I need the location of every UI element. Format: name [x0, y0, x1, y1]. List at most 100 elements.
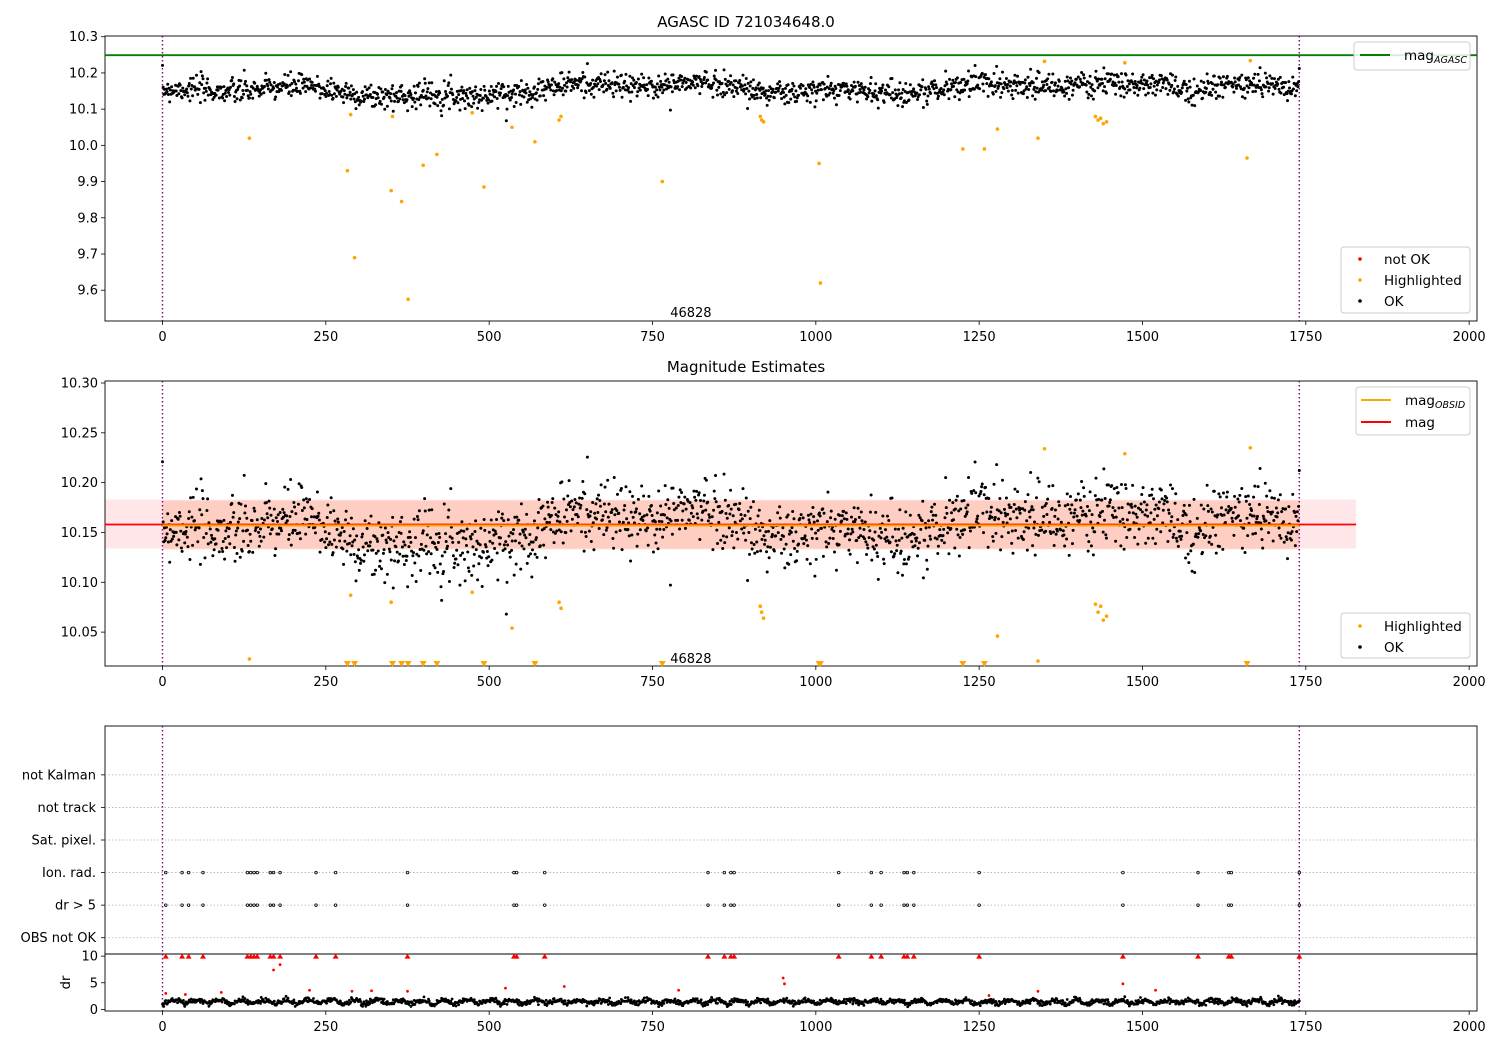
ok-point	[1238, 76, 1241, 79]
y-tick-label: 10.3	[69, 30, 98, 45]
ok-point	[772, 88, 775, 91]
ok-point	[1286, 557, 1289, 560]
ok-point	[1023, 530, 1026, 533]
ok-point	[680, 75, 683, 78]
ok-point	[670, 520, 673, 523]
ok-point	[749, 85, 752, 88]
y-tick-label: 10.30	[61, 376, 98, 391]
ok-point	[189, 77, 192, 80]
ok-point	[316, 75, 319, 78]
ok-point	[1066, 503, 1069, 506]
ok-point	[910, 540, 913, 543]
ok-point	[722, 534, 725, 537]
ok-point	[1159, 89, 1162, 92]
ok-point	[374, 569, 377, 572]
ok-point	[594, 502, 597, 505]
ok-point	[1154, 94, 1157, 97]
ok-point	[1036, 477, 1039, 480]
ok-point	[753, 552, 756, 555]
ok-point	[239, 79, 242, 82]
ok-point	[1087, 93, 1090, 96]
ok-point	[783, 566, 786, 569]
ok-point	[379, 88, 382, 91]
ok-point	[748, 97, 751, 100]
ok-point	[862, 88, 865, 91]
ok-point	[363, 98, 366, 101]
ok-point	[343, 540, 346, 543]
ok-point	[639, 528, 642, 531]
ok-point	[1215, 97, 1218, 100]
ok-point	[813, 521, 816, 524]
ok-point	[460, 520, 463, 523]
ok-point	[1141, 82, 1144, 85]
highlighted-point	[762, 120, 766, 124]
ok-point	[1247, 86, 1250, 89]
ok-point	[881, 514, 884, 517]
ok-point	[324, 530, 327, 533]
ok-point	[1224, 86, 1227, 89]
highlighted-point	[1036, 136, 1040, 140]
ok-point	[369, 93, 372, 96]
ok-point	[535, 536, 538, 539]
dr-point	[843, 998, 846, 1001]
ok-point	[294, 529, 297, 532]
flag-point-dr-5	[187, 904, 190, 907]
ok-point	[1175, 537, 1178, 540]
ok-point	[1247, 495, 1250, 498]
ok-point	[563, 515, 566, 518]
ok-point	[728, 526, 731, 529]
ok-point	[1291, 530, 1294, 533]
ok-point	[379, 559, 382, 562]
ok-point	[968, 526, 971, 529]
ok-point	[617, 83, 620, 86]
ok-point	[962, 499, 965, 502]
ok-point	[386, 105, 389, 108]
ok-point	[1042, 521, 1045, 524]
ok-point	[570, 89, 573, 92]
ok-point	[383, 108, 386, 111]
ok-point	[398, 97, 401, 100]
ok-point	[342, 101, 345, 104]
ok-point	[439, 109, 442, 112]
dr-point	[312, 997, 315, 1000]
ok-point	[611, 81, 614, 84]
ok-point	[266, 84, 269, 87]
ok-point	[666, 516, 669, 519]
ok-point	[429, 536, 432, 539]
ok-point	[253, 510, 256, 513]
ok-point	[723, 473, 726, 476]
ok-point	[1279, 92, 1282, 95]
ok-point	[900, 550, 903, 553]
ok-point	[183, 93, 186, 96]
ok-point	[779, 538, 782, 541]
ok-point	[945, 506, 948, 509]
ok-point	[441, 554, 444, 557]
ok-point	[832, 537, 835, 540]
ok-point	[1225, 495, 1228, 498]
ok-point	[1285, 538, 1288, 541]
ok-point	[1030, 505, 1033, 508]
ok-point	[1113, 74, 1116, 77]
ok-point	[758, 89, 761, 92]
ok-point	[1255, 521, 1258, 524]
ok-point	[1063, 545, 1066, 548]
ok-point	[1125, 536, 1128, 539]
ok-point	[766, 571, 769, 574]
ok-point	[834, 518, 837, 521]
ok-point	[353, 553, 356, 556]
ok-point	[463, 99, 466, 102]
ok-point	[1086, 505, 1089, 508]
ok-point	[551, 77, 554, 80]
ok-point	[1138, 528, 1141, 531]
ok-point	[326, 84, 329, 87]
ok-point	[440, 599, 443, 602]
ok-point	[1270, 77, 1273, 80]
ok-point	[1015, 81, 1018, 84]
ok-point	[675, 507, 678, 510]
ok-point	[811, 80, 814, 83]
ok-point	[1101, 82, 1104, 85]
ok-point	[706, 78, 709, 81]
ok-point	[1045, 83, 1048, 86]
ok-point	[1015, 508, 1018, 511]
ok-point	[857, 81, 860, 84]
